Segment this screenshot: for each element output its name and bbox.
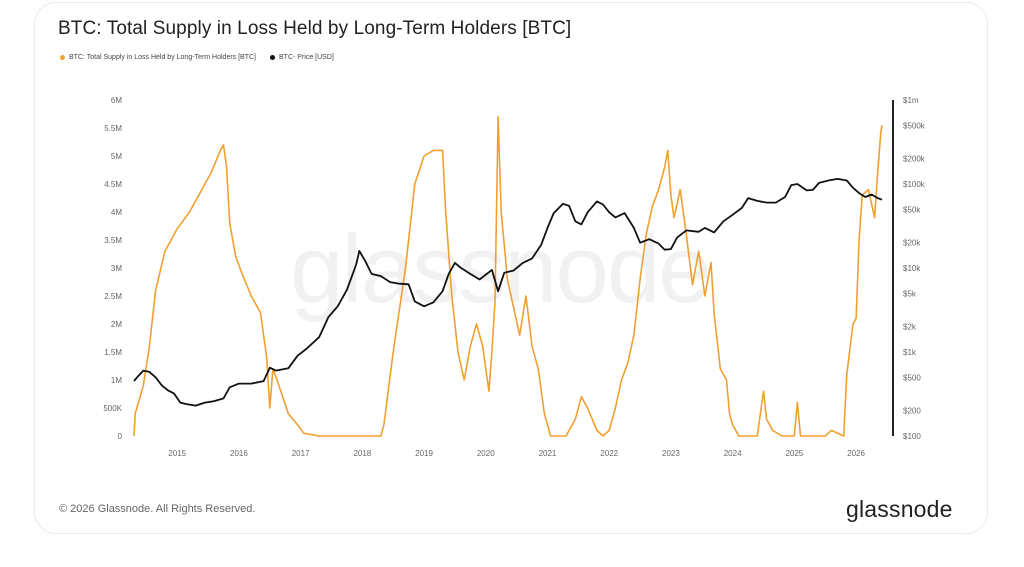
copyright-footer: © 2026 Glassnode. All Rights Reserved. <box>59 503 256 515</box>
x-tick-label: 2026 <box>847 449 865 458</box>
y-left-tick-label: 5M <box>111 152 122 161</box>
y-left-tick-label: 6M <box>111 96 122 105</box>
glassnode-logo: glassnode <box>846 496 953 522</box>
x-tick-label: 2023 <box>662 449 680 458</box>
x-tick-label: 2015 <box>168 449 186 458</box>
x-tick-label: 2018 <box>353 449 371 458</box>
y-left-tick-label: 0 <box>118 432 123 441</box>
y-left-tick-label: 2.5M <box>104 292 122 301</box>
legend-item-price[interactable]: BTC- Price [USD] <box>270 54 334 61</box>
legend-label-price: BTC- Price [USD] <box>279 54 334 61</box>
y-right-tick-label: $200k <box>903 155 926 164</box>
y-right-tick-label: $100 <box>903 432 921 441</box>
x-tick-label: 2020 <box>477 449 495 458</box>
chart-legend: BTC: Total Supply in Loss Held by Long-T… <box>60 54 334 61</box>
legend-label-supply: BTC: Total Supply in Loss Held by Long-T… <box>69 54 257 61</box>
x-tick-label: 2016 <box>230 449 248 458</box>
y-left-axis: 6M 5.5M 5M 4.5M 4M 3.5M 3M 2.5M 2M 1.5M 1M 500K 0 <box>103 96 122 441</box>
x-tick-label: 2019 <box>415 449 433 458</box>
x-tick-label: 2025 <box>785 449 803 458</box>
legend-swatch-supply <box>60 55 65 60</box>
y-right-tick-label: $500k <box>903 121 926 130</box>
y-right-tick-label: $5k <box>903 289 917 298</box>
legend-item-supply[interactable]: BTC: Total Supply in Loss Held by Long-T… <box>60 54 256 61</box>
x-tick-label: 2017 <box>292 449 310 458</box>
x-tick-label: 2022 <box>600 449 618 458</box>
series-line-btc-price[interactable] <box>133 178 883 407</box>
series-layer <box>133 116 883 437</box>
chart-title: BTC: Total Supply in Loss Held by Long-T… <box>58 18 572 39</box>
y-right-tick-label: $200 <box>903 407 921 416</box>
y-left-tick-label: 1M <box>111 376 122 385</box>
y-left-tick-label: 1.5M <box>104 348 122 357</box>
x-tick-label: 2021 <box>539 449 557 458</box>
y-right-tick-label: $50k <box>903 205 921 214</box>
y-left-tick-label: 3.5M <box>104 236 122 245</box>
y-right-tick-label: $1k <box>903 348 917 357</box>
y-right-tick-label: $500 <box>903 373 921 382</box>
chart-card <box>34 2 988 534</box>
series-line-supply-in-loss[interactable] <box>133 116 883 437</box>
y-left-tick-label: 3M <box>111 264 122 273</box>
x-axis: 2015 2016 2017 2018 2019 2020 2021 2022 2023 2024… <box>168 449 865 458</box>
y-right-tick-label: $1m <box>903 96 919 105</box>
y-right-tick-label: $20k <box>903 239 921 248</box>
y-left-tick-label: 4M <box>111 208 122 217</box>
y-right-axis: $1m $500k $200k $100k $50k $20k $10k $5k $2k $1k $… <box>903 96 926 441</box>
y-right-tick-label: $100k <box>903 180 926 189</box>
x-tick-label: 2024 <box>724 449 742 458</box>
y-right-tick-label: $2k <box>903 323 917 332</box>
y-left-tick-label: 5.5M <box>104 124 122 133</box>
y-left-tick-label: 4.5M <box>104 180 122 189</box>
y-right-tick-label: $10k <box>903 264 921 273</box>
y-left-tick-label: 500K <box>103 404 122 413</box>
legend-swatch-price <box>270 55 276 60</box>
y-left-tick-label: 2M <box>111 320 122 329</box>
